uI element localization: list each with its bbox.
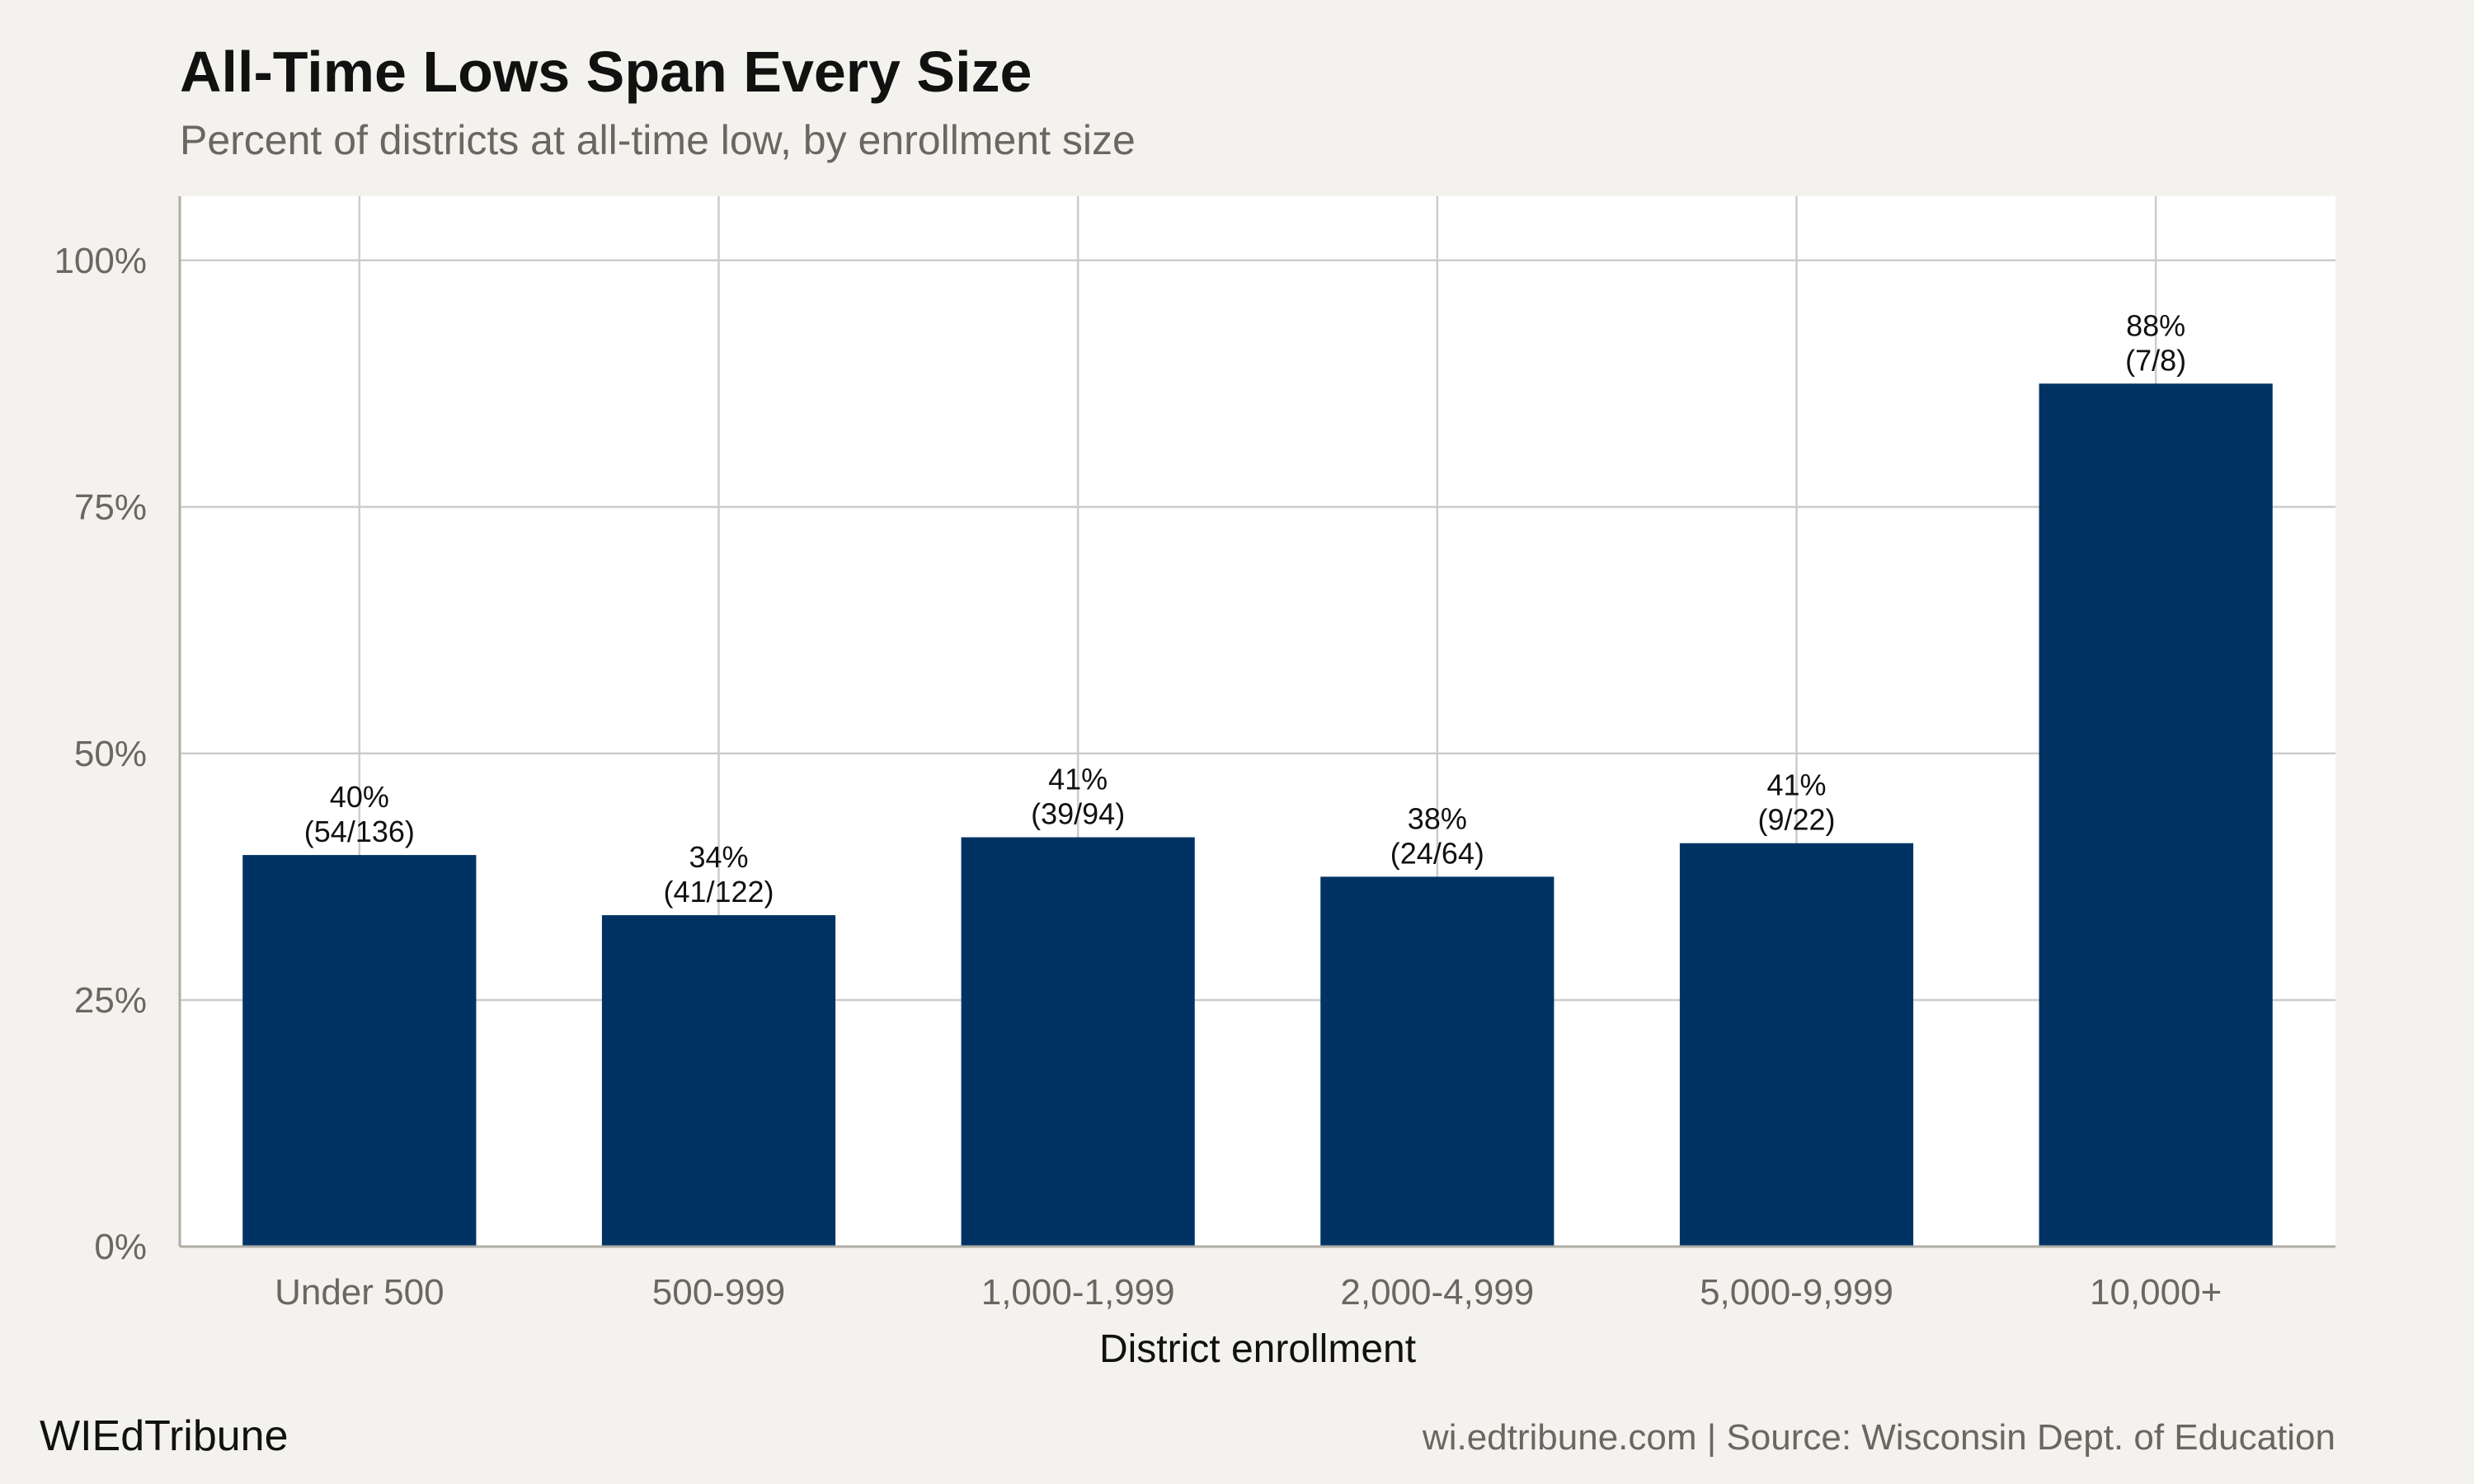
chart-subtitle: Percent of districts at all-time low, by… [180, 117, 1136, 163]
data-label-count: (24/64) [1390, 836, 1484, 870]
y-tick-label: 25% [74, 980, 147, 1021]
data-label-percent: 41% [1048, 763, 1108, 796]
x-tick-label: 500-999 [652, 1272, 785, 1313]
x-tick-label: 1,000-1,999 [981, 1272, 1175, 1313]
y-tick-label: 100% [54, 241, 147, 281]
data-label-percent: 40% [330, 780, 389, 814]
x-tick-label: 5,000-9,999 [1700, 1272, 1893, 1313]
bar [2039, 383, 2273, 1247]
plot-panel [180, 196, 2335, 1247]
data-label-count: (41/122) [663, 875, 774, 909]
bar [601, 915, 836, 1247]
x-axis-title: District enrollment [1099, 1327, 1416, 1371]
data-label-percent: 38% [1408, 801, 1467, 835]
data-label-count: (54/136) [304, 815, 415, 848]
data-label-percent: 41% [1766, 768, 1826, 802]
y-tick-label: 0% [94, 1227, 147, 1267]
x-tick-label: 10,000+ [2090, 1272, 2222, 1313]
y-tick-label: 75% [74, 487, 147, 528]
x-tick-label: 2,000-4,999 [1340, 1272, 1534, 1313]
x-tick-label: Under 500 [275, 1272, 444, 1313]
bar [1679, 843, 1914, 1247]
data-label-count: (39/94) [1031, 797, 1125, 831]
data-label-percent: 88% [2126, 308, 2185, 342]
bar [242, 855, 477, 1247]
source-note: wi.edtribune.com | Source: Wisconsin Dep… [1422, 1417, 2335, 1458]
chart-title: All-Time Lows Span Every Size [180, 40, 1032, 104]
brand-label: WIEdTribune [40, 1412, 289, 1460]
bar [961, 837, 1195, 1247]
data-label-percent: 34% [689, 840, 748, 874]
data-label-count: (7/8) [2125, 343, 2186, 377]
data-label-count: (9/22) [1757, 803, 1835, 837]
bar [1320, 876, 1554, 1247]
y-tick-label: 50% [74, 734, 147, 774]
